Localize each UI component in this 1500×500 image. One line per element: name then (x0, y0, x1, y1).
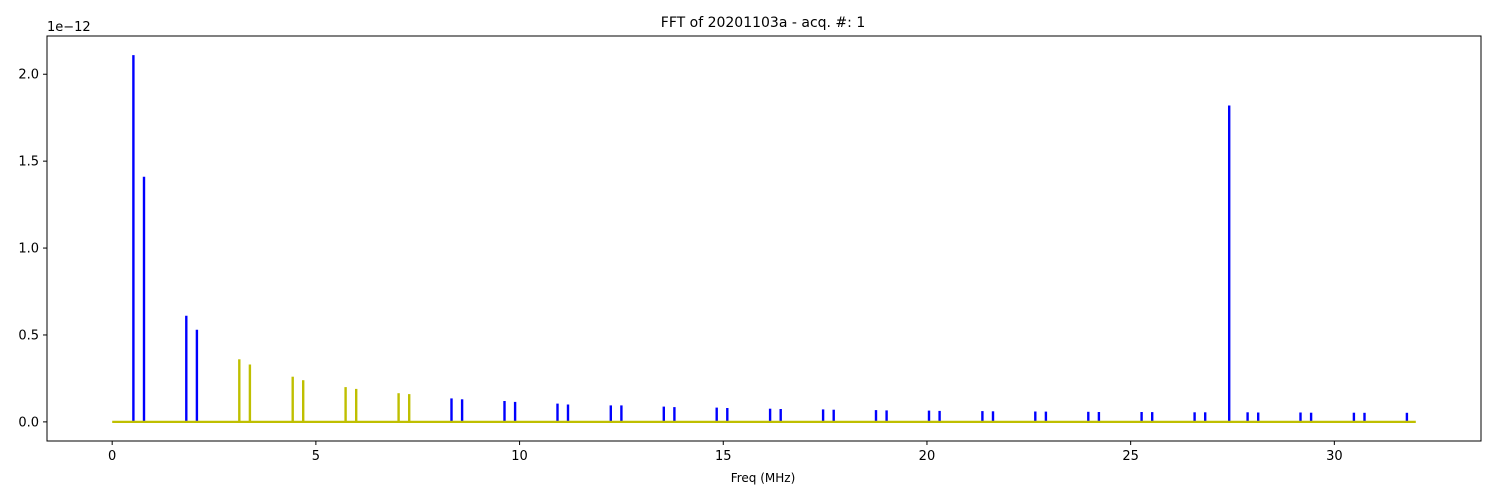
y-tick-label: 1.5 (18, 155, 39, 170)
y-tick-label: 0.0 (18, 415, 39, 430)
x-tick-label: 0 (108, 449, 116, 464)
series-layer (132, 55, 1409, 422)
y-axis-ticks: 0.0 0.5 1.0 1.5 2.0 (18, 68, 47, 430)
plot-area (46, 35, 1482, 442)
x-tick-label: 20 (919, 449, 936, 464)
x-tick-label: 25 (1122, 449, 1139, 464)
x-axis-label: Freq (MHz) (731, 471, 796, 485)
y-tick-label: 2.0 (18, 68, 39, 83)
x-tick-label: 15 (715, 449, 732, 464)
chart-title: FFT of 20201103a - acq. #: 1 (661, 15, 865, 31)
x-axis-ticks: 0 5 10 15 20 25 30 (108, 441, 1343, 464)
y-tick-label: 0.5 (18, 328, 39, 343)
y-tick-label: 1.0 (18, 242, 39, 257)
x-tick-label: 10 (511, 449, 528, 464)
x-tick-label: 5 (312, 449, 320, 464)
x-tick-label: 30 (1326, 449, 1343, 464)
y-exponent-label: 1e−12 (47, 20, 91, 35)
